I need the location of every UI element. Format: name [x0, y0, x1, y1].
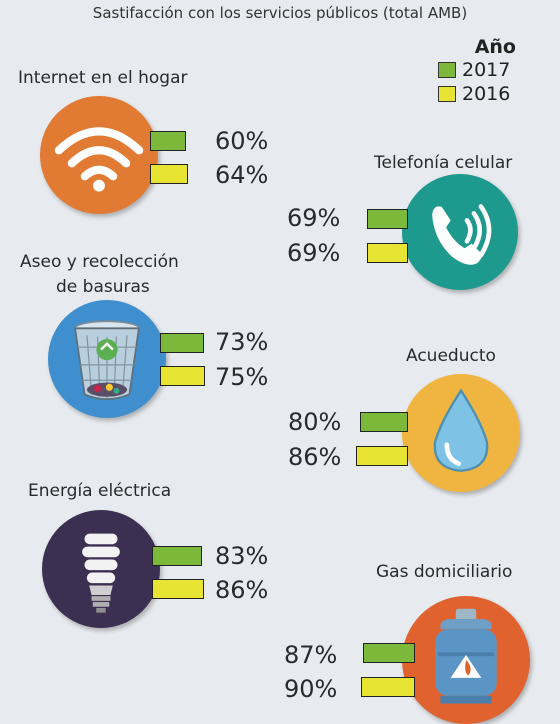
- label-telefonia: Telefonía celular: [374, 153, 513, 173]
- value-gas-2017: 87%: [284, 641, 338, 669]
- wifi-icon: [40, 96, 158, 214]
- bar-internet-2017: [150, 131, 186, 151]
- bar-gas-2017: [363, 643, 415, 663]
- value-telefonia-2016: 69%: [287, 239, 341, 267]
- legend-item-2016: 2016: [438, 82, 522, 106]
- label-acueducto: Acueducto: [406, 346, 496, 366]
- bar-internet-2016: [150, 164, 188, 184]
- value-telefonia-2017: 69%: [287, 204, 341, 232]
- legend-label-2017: 2017: [462, 59, 511, 81]
- bar-aseo-2017: [160, 333, 204, 353]
- value-aseo-2017: 73%: [215, 328, 269, 356]
- legend-heading: Año: [474, 36, 516, 58]
- bar-gas-2016: [361, 677, 415, 697]
- value-aseo-2016: 75%: [215, 363, 269, 391]
- bar-acueducto-2016: [356, 446, 408, 466]
- bar-aseo-2016: [160, 366, 205, 386]
- value-internet-2016: 64%: [215, 161, 269, 189]
- water-drop-icon: [402, 374, 520, 492]
- bar-telefonia-2016: [367, 243, 408, 263]
- bar-telefonia-2017: [367, 209, 408, 229]
- phone-icon: [402, 174, 518, 290]
- legend-swatch-2016: [438, 86, 456, 102]
- value-acueducto-2017: 80%: [288, 408, 342, 436]
- light-bulb-icon: [42, 510, 160, 628]
- label-gas: Gas domiciliario: [376, 562, 513, 582]
- chart-title: Sastifacción con los servicios públicos …: [92, 4, 468, 22]
- value-energia-2017: 83%: [215, 542, 269, 570]
- label-internet: Internet en el hogar: [18, 68, 188, 88]
- gas-cylinder-icon: [402, 596, 530, 724]
- value-energia-2016: 86%: [215, 576, 269, 604]
- legend: Año 2017 2016: [438, 36, 522, 106]
- value-acueducto-2016: 86%: [288, 443, 342, 471]
- bar-acueducto-2017: [360, 412, 408, 432]
- trash-bin-icon: [48, 300, 166, 418]
- label-aseo-line2: de basuras: [56, 277, 150, 297]
- legend-label-2016: 2016: [462, 83, 511, 105]
- bar-energia-2016: [152, 579, 204, 599]
- value-internet-2017: 60%: [215, 127, 269, 155]
- value-gas-2016: 90%: [284, 675, 338, 703]
- label-energia: Energía eléctrica: [28, 481, 172, 501]
- bar-energia-2017: [152, 546, 202, 566]
- legend-swatch-2017: [438, 62, 456, 78]
- label-aseo-line1: Aseo y recolección: [20, 252, 179, 272]
- legend-item-2017: 2017: [438, 58, 522, 82]
